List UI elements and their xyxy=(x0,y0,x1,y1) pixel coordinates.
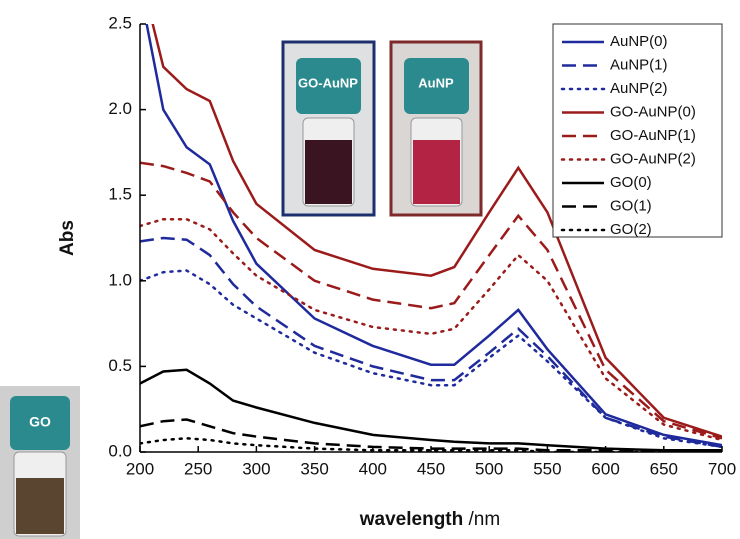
legend-label: GO(0) xyxy=(610,174,652,191)
inset-label: GO-AuNP xyxy=(298,75,358,90)
x-tick-label: 450 xyxy=(417,459,445,478)
x-tick-label: 400 xyxy=(359,459,387,478)
y-tick-label: 2.0 xyxy=(108,99,132,118)
series-line xyxy=(140,437,722,452)
x-tick-label: 200 xyxy=(126,459,154,478)
series-line xyxy=(140,368,722,452)
y-tick-label: 0.0 xyxy=(108,441,132,460)
x-tick-label: 550 xyxy=(533,459,561,478)
plot-area xyxy=(140,24,722,452)
x-tick-label: 600 xyxy=(591,459,619,478)
legend xyxy=(552,23,723,238)
y-tick-label: 0.5 xyxy=(108,356,132,375)
legend-entries: AuNP(0) AuNP(1) AuNP(2) GO-AuNP(0) GO-AuNP(1… xyxy=(560,33,696,238)
x-tick-label: 500 xyxy=(475,459,503,478)
series-line xyxy=(145,24,722,447)
y-tick-label: 1.0 xyxy=(108,270,132,289)
inset-aunp: AuNP xyxy=(389,40,483,217)
legend-label: GO-AuNP(2) xyxy=(610,150,696,167)
x-tick-label: 700 xyxy=(708,459,736,478)
series-line xyxy=(151,24,722,438)
legend-label: GO-AuNP(0) xyxy=(610,103,696,120)
x-tick-label: 300 xyxy=(242,459,270,478)
x-axis-label: wavelength /nm xyxy=(359,509,500,530)
legend-label: GO(2) xyxy=(610,221,652,238)
inset-go-aunp: GO-AuNP xyxy=(281,40,376,217)
series-line xyxy=(140,236,722,449)
y-tick-label: 2.5 xyxy=(108,13,132,32)
inset-go: GO xyxy=(0,386,80,539)
x-tick-label: 350 xyxy=(300,459,328,478)
legend-label: GO-AuNP(1) xyxy=(610,127,696,144)
x-tick-label: 650 xyxy=(650,459,678,478)
y-axis-label: Abs xyxy=(57,220,78,256)
y-tick-label: 1.5 xyxy=(108,185,132,204)
series-line xyxy=(140,217,722,442)
legend-label: AuNP(2) xyxy=(610,80,668,97)
legend-label: AuNP(1) xyxy=(610,56,668,73)
series-line xyxy=(140,269,722,449)
x-tick-label: 250 xyxy=(184,459,212,478)
legend-label: AuNP(0) xyxy=(610,33,668,50)
x-axis-label-main: wavelength xyxy=(359,509,463,530)
series-line xyxy=(140,418,722,452)
x-axis-label-unit: /nm xyxy=(469,509,501,530)
inset-label: AuNP xyxy=(418,75,454,90)
legend-label: GO(1) xyxy=(610,197,652,214)
inset-label: GO xyxy=(29,414,51,430)
